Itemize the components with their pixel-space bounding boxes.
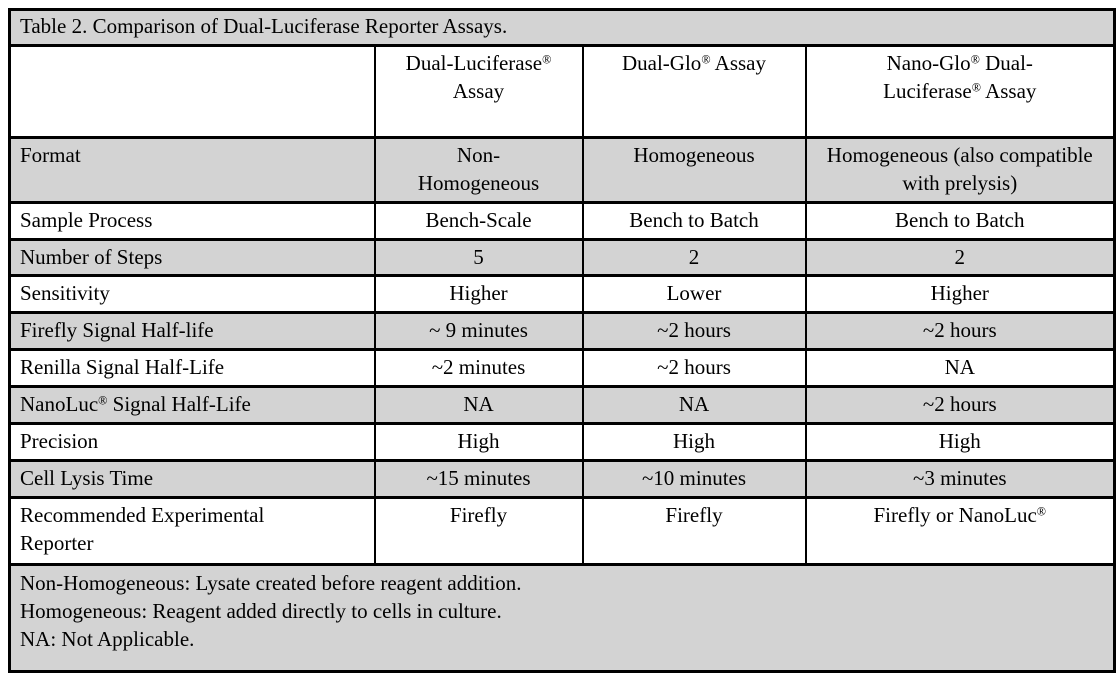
row-value: 2 (581, 237, 807, 278)
row-value: Homogeneous (581, 135, 807, 204)
table-row-sensitivity: Sensitivity Higher Lower Higher (8, 274, 1116, 315)
row-value: Lower (581, 274, 807, 315)
row-value: Higher (373, 274, 584, 315)
row-value: ~3 minutes (804, 459, 1116, 499)
table-row-firefly-half-life: Firefly Signal Half-life ~ 9 minutes ~2 … (8, 311, 1116, 352)
row-value: Firefly (581, 495, 807, 566)
header-empty-cell (8, 43, 376, 139)
row-value: NA (581, 385, 807, 426)
row-label: Precision (8, 422, 376, 463)
row-value: Bench to Batch (804, 200, 1116, 241)
row-value: High (373, 422, 584, 463)
row-value: 2 (804, 237, 1116, 278)
header-nano-glo-dual-luciferase-assay: Nano-Glo® Dual-Luciferase® Assay (804, 43, 1116, 139)
header-dual-luciferase-assay: Dual-Luciferase® Assay (373, 43, 584, 139)
table-title: Table 2. Comparison of Dual-Luciferase R… (8, 8, 1116, 47)
row-value: High (581, 422, 807, 463)
row-value: ~ 9 minutes (373, 311, 584, 352)
table-footnotes: Non-Homogeneous: Lysate created before r… (8, 562, 1116, 673)
row-value: Non-Homogeneous (373, 135, 584, 204)
row-label: Sample Process (8, 200, 376, 241)
header-dual-glo-assay: Dual-Glo® Assay (581, 43, 807, 139)
row-label: Format (8, 135, 376, 204)
row-value: ~15 minutes (373, 459, 584, 499)
row-label: Renilla Signal Half-Life (8, 348, 376, 389)
row-value: NA (804, 348, 1116, 389)
row-value: Firefly or NanoLuc® (804, 495, 1116, 566)
row-value: ~2 minutes (373, 348, 584, 389)
row-value: ~2 hours (581, 311, 807, 352)
table-row-format: Format Non-Homogeneous Homogeneous Homog… (8, 135, 1116, 204)
table-row-nanoluc-half-life: NanoLuc® Signal Half-Life NA NA ~2 hours (8, 385, 1116, 426)
row-value: Bench to Batch (581, 200, 807, 241)
row-value: Firefly (373, 495, 584, 566)
row-value: 5 (373, 237, 584, 278)
table-row-recommended-reporter: Recommended Experimental Reporter Firefl… (8, 495, 1116, 566)
row-value: ~2 hours (804, 311, 1116, 352)
table-row-number-of-steps: Number of Steps 5 2 2 (8, 237, 1116, 278)
row-label: Cell Lysis Time (8, 459, 376, 499)
row-label: Sensitivity (8, 274, 376, 315)
row-value: ~10 minutes (581, 459, 807, 499)
row-label: Number of Steps (8, 237, 376, 278)
row-value: Bench-Scale (373, 200, 584, 241)
row-value: NA (373, 385, 584, 426)
footnote-homogeneous: Homogeneous: Reagent added directly to c… (20, 598, 502, 623)
table-row-precision: Precision High High High (8, 422, 1116, 463)
table-row-cell-lysis-time: Cell Lysis Time ~15 minutes ~10 minutes … (8, 459, 1116, 499)
table-header-row: Dual-Luciferase® Assay Dual-Glo® Assay N… (8, 43, 1116, 139)
table-footnotes-row: Non-Homogeneous: Lysate created before r… (8, 562, 1116, 673)
footnote-na: NA: Not Applicable. (20, 626, 195, 651)
table-title-row: Table 2. Comparison of Dual-Luciferase R… (8, 8, 1116, 47)
table-row-sample-process: Sample Process Bench-Scale Bench to Batc… (8, 200, 1116, 241)
page: Table 2. Comparison of Dual-Luciferase R… (8, 8, 1117, 673)
footnote-non-homogeneous: Non-Homogeneous: Lysate created before r… (20, 570, 522, 595)
comparison-table: Table 2. Comparison of Dual-Luciferase R… (8, 8, 1117, 673)
row-label: Recommended Experimental Reporter (8, 495, 376, 566)
row-value: High (804, 422, 1116, 463)
row-value: ~2 hours (804, 385, 1116, 426)
row-value: Higher (804, 274, 1116, 315)
row-value: Homogeneous (also compatible with prelys… (804, 135, 1116, 204)
row-label: NanoLuc® Signal Half-Life (8, 385, 376, 426)
row-label: Firefly Signal Half-life (8, 311, 376, 352)
row-value: ~2 hours (581, 348, 807, 389)
table-row-renilla-half-life: Renilla Signal Half-Life ~2 minutes ~2 h… (8, 348, 1116, 389)
